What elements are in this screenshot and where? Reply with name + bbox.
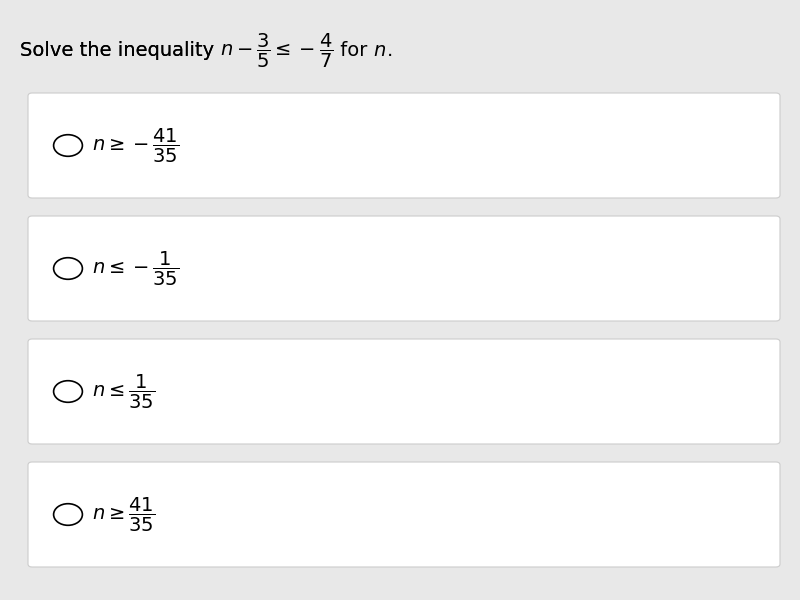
Text: $n\geq-\dfrac{41}{35}$: $n\geq-\dfrac{41}{35}$ bbox=[92, 127, 179, 164]
FancyBboxPatch shape bbox=[28, 93, 780, 198]
Text: .: . bbox=[386, 41, 393, 61]
Text: Solve the inequality: Solve the inequality bbox=[20, 41, 220, 61]
Text: $n-\dfrac{3}{5}\leq-\dfrac{4}{7}$: $n-\dfrac{3}{5}\leq-\dfrac{4}{7}$ bbox=[220, 32, 334, 70]
Text: $n\leq-\dfrac{1}{35}$: $n\leq-\dfrac{1}{35}$ bbox=[92, 250, 179, 287]
Text: $n$: $n$ bbox=[374, 41, 386, 61]
Text: Solve the inequality: Solve the inequality bbox=[20, 41, 220, 61]
FancyBboxPatch shape bbox=[28, 462, 780, 567]
FancyBboxPatch shape bbox=[28, 216, 780, 321]
Text: $n\geq\dfrac{41}{35}$: $n\geq\dfrac{41}{35}$ bbox=[92, 496, 155, 533]
Text: for: for bbox=[334, 41, 374, 61]
Text: $n\leq\dfrac{1}{35}$: $n\leq\dfrac{1}{35}$ bbox=[92, 373, 155, 410]
FancyBboxPatch shape bbox=[28, 339, 780, 444]
